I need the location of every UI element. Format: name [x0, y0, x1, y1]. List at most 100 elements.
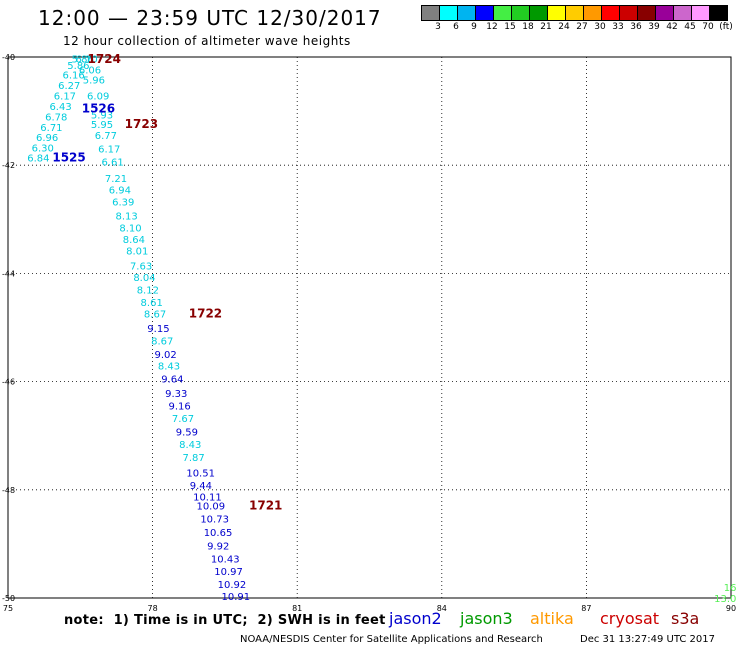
wave-height-value: 6.30 — [32, 143, 54, 154]
legend-swatches — [421, 5, 740, 21]
legend-label: 6 — [453, 22, 459, 32]
wave-height-value: 6.16 — [62, 70, 84, 81]
chart-title: 12:00 — 23:59 UTC 12/30/2017 — [38, 6, 382, 30]
wave-height-value: 8.64 — [123, 235, 145, 246]
wave-height-value: 5.95 — [91, 120, 113, 131]
wave-height-value: 6.06 — [79, 65, 101, 76]
latitude-label: -46 — [2, 378, 15, 387]
wave-height-value: 9.64 — [161, 374, 183, 385]
latitude-label: -48 — [2, 486, 15, 495]
longitude-label: 90 — [726, 604, 736, 613]
wave-height-value: 10.73 — [200, 514, 229, 525]
satellite-s3a-label: s3a — [671, 609, 700, 628]
wave-height-value: 9.44 — [190, 481, 212, 492]
generated-timestamp: Dec 31 13:27:49 UTC 2017 — [580, 634, 715, 645]
wave-height-value: 10.43 — [211, 555, 240, 566]
wave-height-value: 16 — [724, 583, 737, 594]
longitude-label: 87 — [581, 604, 591, 613]
wave-height-value: 9.16 — [169, 401, 191, 412]
wave-height-value: 6.09 — [87, 91, 109, 102]
wave-height-value: 9.15 — [147, 324, 169, 335]
pass-time-label: 1722 — [189, 306, 222, 320]
legend-label: 30 — [594, 22, 606, 32]
legend-label: 24 — [558, 22, 570, 32]
wave-height-value: 8.12 — [137, 286, 159, 297]
longitude-label: 81 — [292, 604, 302, 613]
legend-label: 12 — [486, 22, 498, 32]
wave-height-value: 6.71 — [40, 123, 62, 134]
longitude-label: 84 — [437, 604, 447, 613]
legend-label: 9 — [471, 22, 477, 32]
pass-time-label: 1525 — [52, 151, 85, 165]
wave-height-value: 6.27 — [58, 81, 80, 92]
color-scale-legend: 3 6 9 12 15 18 21 24 27 30 33 36 39 42 45 70 (ft) — [421, 5, 740, 35]
wave-height-value: 6.39 — [112, 197, 134, 208]
wave-height-value: 9.92 — [207, 542, 229, 553]
legend-label: (ft) — [719, 22, 733, 32]
pass-time-label: 1526 — [82, 101, 115, 115]
pass-time-label: 1724 — [88, 52, 121, 66]
wave-height-value: 6.94 — [109, 186, 131, 197]
wave-height-value: 9.59 — [176, 427, 198, 438]
wave-height-value: 10.97 — [214, 567, 243, 578]
wave-height-value: 5.96 — [83, 76, 105, 87]
wave-height-value: 8.01 — [126, 247, 148, 258]
wave-height-value: 6.10 — [75, 55, 97, 66]
track-labels: 5.865.866.166.276.176.436.786.716.966.30… — [27, 52, 736, 605]
wave-height-value: 8.04 — [133, 273, 155, 284]
legend-label: 15 — [504, 22, 516, 32]
wave-height-value: 6.77 — [95, 131, 117, 142]
wave-height-value: 10.91 — [222, 592, 251, 603]
wave-height-value: 8.67 — [144, 309, 166, 320]
chart-subtitle: 12 hour collection of altimeter wave hei… — [63, 34, 351, 48]
map-frame — [7, 56, 732, 599]
wave-height-value: 7.21 — [105, 174, 127, 185]
wave-height-value: 6.17 — [98, 144, 120, 155]
wave-height-value: 7.67 — [172, 414, 194, 425]
wave-height-value: 8.10 — [119, 223, 141, 234]
wave-height-value: 6.78 — [45, 113, 67, 124]
wave-height-value: 8.43 — [158, 361, 180, 372]
wave-height-value: 7.87 — [182, 453, 204, 464]
longitude-label: 78 — [148, 604, 158, 613]
wave-height-value: 5.93 — [91, 110, 113, 121]
footer-note: note: 1) Time is in UTC; 2) SWH is in fe… — [64, 613, 386, 628]
legend-label: 42 — [666, 22, 678, 32]
wave-height-value: 6.96 — [36, 133, 58, 144]
wave-height-value: 8.67 — [151, 336, 173, 347]
latitude-label: -44 — [2, 269, 15, 278]
legend-label: 18 — [522, 22, 534, 32]
legend-labels: 3 6 9 12 15 18 21 24 27 30 33 36 39 42 45 70 (ft) — [422, 21, 740, 35]
wave-height-value: 6.84 — [27, 154, 49, 165]
satellite-jason2-label: jason2 — [389, 609, 442, 628]
wave-height-value: 6.17 — [54, 91, 76, 102]
legend-label: 21 — [540, 22, 552, 32]
wave-height-value: 9.02 — [155, 350, 177, 361]
legend-label: 36 — [630, 22, 642, 32]
wave-height-value: 6.43 — [49, 102, 71, 113]
latitude-label: -40 — [2, 53, 15, 62]
latitude-label: -50 — [2, 594, 15, 603]
wave-height-value: 10.51 — [186, 468, 215, 479]
latitude-label: -42 — [2, 161, 15, 170]
wave-height-value: 8.43 — [179, 440, 201, 451]
wave-height-value: 8.61 — [141, 298, 163, 309]
wave-height-value: 10.92 — [218, 580, 247, 591]
wave-height-value: 10.09 — [196, 501, 225, 512]
satellite-cryosat-label: cryosat — [600, 609, 660, 628]
legend-label: 45 — [684, 22, 696, 32]
legend-label: 33 — [612, 22, 624, 32]
wave-height-value: 6.61 — [102, 157, 124, 168]
satellite-altika-label: altika — [530, 609, 574, 628]
legend-label: 27 — [576, 22, 588, 32]
wave-height-value: 8.13 — [115, 212, 137, 223]
wave-height-value: 10.65 — [204, 528, 233, 539]
wave-height-value: 5.86 — [72, 55, 94, 66]
longitude-label: 75 — [3, 604, 13, 613]
wave-height-value: 7.63 — [130, 261, 152, 272]
wave-height-value: 13.0 — [714, 594, 736, 605]
legend-swatch — [709, 5, 728, 21]
credit-line: NOAA/NESDIS Center for Satellite Applica… — [240, 634, 543, 645]
